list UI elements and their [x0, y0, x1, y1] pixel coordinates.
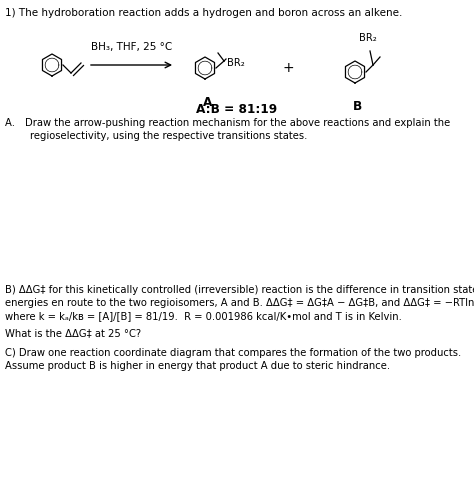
- Text: BH₃, THF, 25 °C: BH₃, THF, 25 °C: [91, 42, 172, 52]
- Text: B: B: [354, 100, 363, 113]
- Text: What is the ΔΔG‡ at 25 °C?: What is the ΔΔG‡ at 25 °C?: [5, 328, 141, 338]
- Text: C) Draw one reaction coordinate diagram that compares the formation of the two p: C) Draw one reaction coordinate diagram …: [5, 348, 461, 358]
- Text: Assume product B is higher in energy that product A due to steric hindrance.: Assume product B is higher in energy tha…: [5, 361, 390, 371]
- Text: A:B = 81:19: A:B = 81:19: [196, 103, 278, 116]
- Text: BR₂: BR₂: [359, 33, 377, 43]
- Text: regioselectivity, using the respective transitions states.: regioselectivity, using the respective t…: [30, 131, 307, 141]
- Text: A: A: [203, 96, 213, 109]
- Text: 1) The hydroboration reaction adds a hydrogen and boron across an alkene.: 1) The hydroboration reaction adds a hyd…: [5, 8, 402, 18]
- Text: +: +: [282, 61, 294, 75]
- Text: energies en route to the two regioisomers, A and B. ΔΔG‡ = ΔG‡A − ΔG‡B, and ΔΔG‡: energies en route to the two regioisomer…: [5, 298, 474, 308]
- Text: B) ΔΔG‡ for this kinetically controlled (irreversible) reaction is the differenc: B) ΔΔG‡ for this kinetically controlled …: [5, 285, 474, 295]
- Text: A. Draw the arrow-pushing reaction mechanism for the above reactions and explain: A. Draw the arrow-pushing reaction mecha…: [5, 118, 450, 128]
- Text: BR₂: BR₂: [227, 58, 245, 68]
- Text: where k = kₐ/kʙ = [A]/[B] = 81/19.  R = 0.001986 kcal/K•mol and T is in Kelvin.: where k = kₐ/kʙ = [A]/[B] = 81/19. R = 0…: [5, 311, 402, 321]
